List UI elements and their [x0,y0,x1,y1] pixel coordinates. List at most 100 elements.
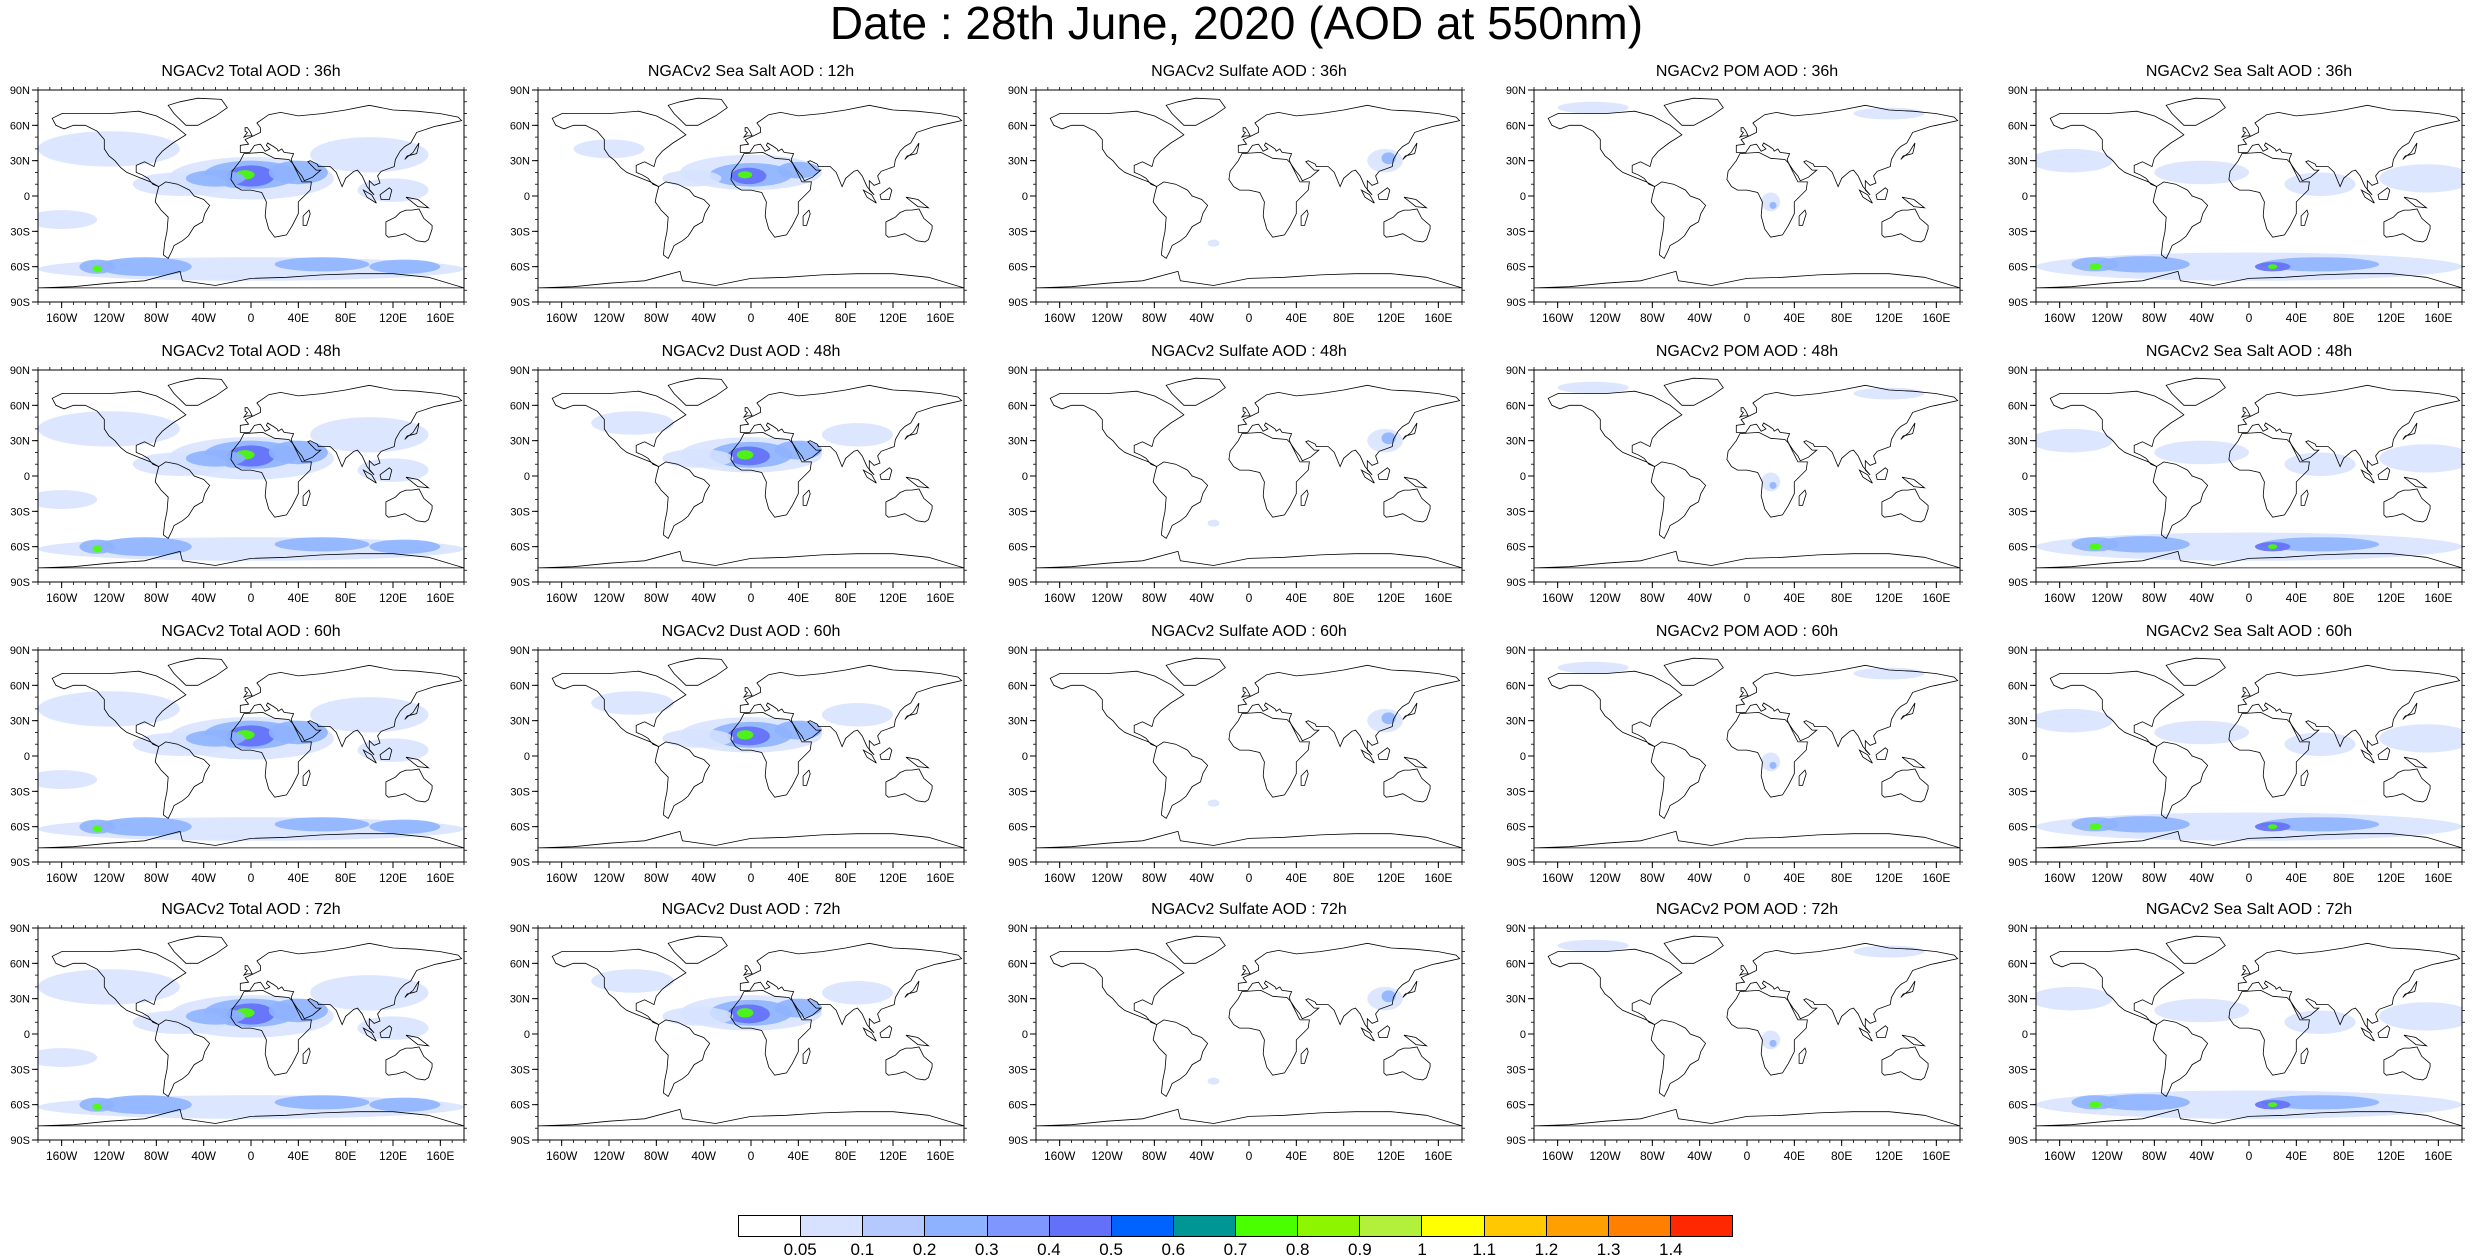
coastline [1735,942,1959,1034]
coastline [1049,110,1185,187]
coastline [2152,461,2209,540]
lon-tick-label: 0 [748,591,755,605]
lon-tick-label: 120E [879,311,907,325]
coastline [2377,187,2391,200]
panel-title: NGACv2 Sulfate AOD : 36h [1151,63,1347,80]
lon-tick-label: 120E [1377,591,1405,605]
aerosol-area [185,730,246,747]
coastline [38,270,464,289]
aerosol-area [1769,201,1777,209]
lon-tick-label: 80W [144,311,169,325]
coastline [730,431,812,518]
coastline [2402,422,2418,440]
coastline [1881,768,1929,803]
coastline [551,670,687,747]
lat-tick-label: 30N [1008,436,1028,448]
lon-tick-label: 120W [1589,871,1621,885]
coastline [1901,756,1926,769]
coastline [2383,768,2431,803]
aerosol-area [38,969,180,1005]
colorbar-swatch [1111,1216,1174,1236]
coastline [2377,747,2391,760]
coastline [885,208,933,243]
lon-tick-label: 0 [1246,1149,1253,1163]
coastline [538,270,964,289]
colorbar-tick-label: 1.1 [1472,1240,1497,1259]
coastline [1228,431,1310,518]
lat-tick-label: 0 [524,191,530,203]
world-map: 90N 60N 30N 0 30S 60S 90S 160W 120W 80W 40W 0 40E 80E… [1506,645,1963,885]
coastline [362,469,377,484]
lat-tick-label: 30S [2008,1064,2028,1076]
coastline [1152,461,1209,540]
coastline [1798,209,1807,226]
lon-tick-label: 160E [1922,871,1950,885]
lat-tick-label: 60N [1008,120,1028,132]
coastline [1663,97,1724,126]
colorbar-tick-label: 0.7 [1223,1240,1248,1259]
world-map: 90N 60N 30N 0 30S 60S 90S 160W 120W 80W 40W 0 40E 80E… [10,365,467,605]
coastline [1228,151,1310,238]
colorbar-swatch [1360,1216,1423,1236]
lat-tick-label: 60N [2008,400,2028,412]
lat-tick-label: 60N [510,958,530,970]
lat-tick-label: 90S [10,857,30,869]
coastline [538,830,964,849]
lat-tick-label: 90S [1008,577,1028,589]
coastline [1663,657,1724,686]
lat-tick-label: 90S [2008,297,2028,309]
lat-tick-label: 60S [1008,1100,1028,1112]
lon-tick-label: 80W [644,1149,669,1163]
panel-title: NGACv2 Total AOD : 72h [161,901,341,918]
lon-tick-label: 120W [2091,871,2123,885]
aerosol-area [2095,256,2190,273]
lon-tick-label: 40W [691,311,716,325]
lat-tick-label: 0 [24,191,30,203]
coastline [2228,431,2310,518]
colorbar-tick-label: 1.2 [1534,1240,1559,1259]
coastline [1165,97,1226,126]
map-panel: NGACv2 Dust AOD : 72h 90N 60N 30N 0 30S 60S 90S… [510,900,1038,1170]
lon-tick-label: 40W [691,871,716,885]
lon-tick-label: 160E [926,591,954,605]
aerosol-area [185,450,246,467]
aerosol-area [274,1095,370,1110]
colorbar-tick-label: 0.3 [974,1240,999,1259]
aerosol-area [2379,164,2462,193]
lon-tick-label: 160W [2044,871,2076,885]
coastline [2152,181,2209,260]
coastline [404,702,420,720]
colorbar-tick-label: 0.9 [1348,1240,1372,1259]
lon-tick-label: 0 [248,311,255,325]
lat-tick-label: 60N [1506,120,1526,132]
lon-tick-label: 40W [191,591,216,605]
coastline [167,935,228,964]
map-panel: NGACv2 Sea Salt AOD : 72h 90N 60N 30N 0 30S 60… [2008,900,2473,1170]
coastline [2165,935,2226,964]
coastline [1152,1019,1209,1098]
aerosol-area [369,539,441,554]
coastline [1547,390,1683,467]
coastline [2403,196,2428,209]
lat-tick-label: 90N [2008,923,2028,935]
aerosol-area [2260,537,2380,552]
lon-tick-label: 40E [1286,591,1307,605]
lon-tick-label: 120E [2377,1149,2405,1163]
aerosol-area [736,450,754,460]
coastline [1383,768,1431,803]
lat-tick-label: 60S [1506,262,1526,274]
lat-tick-label: 60S [2008,822,2028,834]
coastline [1881,208,1929,243]
coastline [802,769,811,786]
lon-tick-label: 120W [1589,311,1621,325]
lon-tick-label: 80E [1831,591,1852,605]
lon-tick-label: 160W [1542,311,1574,325]
lat-tick-label: 60S [2008,1100,2028,1112]
coastline [802,209,811,226]
lon-tick-label: 80W [1142,311,1167,325]
lat-tick-label: 60S [510,1100,530,1112]
world-map: 90N 60N 30N 0 30S 60S 90S 160W 120W 80W 40W 0 40E 80E… [1506,85,1963,325]
coastline [1726,151,1808,238]
colorbar-swatch [1484,1216,1547,1236]
map-panel: NGACv2 POM AOD : 60h 90N 60N 30N 0 30S 60S 90S 1… [1506,622,2034,892]
